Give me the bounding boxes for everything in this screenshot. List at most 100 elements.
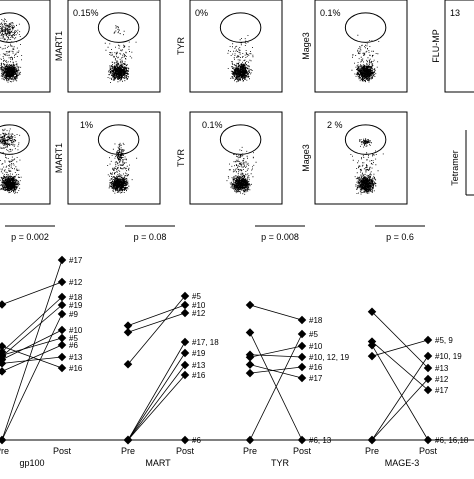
patient-label: #16: [192, 371, 206, 380]
patient-line: [249, 366, 303, 374]
panel-frame: [0, 0, 51, 93]
point: [57, 340, 67, 350]
point: [180, 337, 190, 347]
patient-label: #19: [69, 301, 83, 310]
patient-label: #10: [69, 326, 83, 335]
point: [180, 291, 190, 301]
patient-label: #12: [435, 375, 449, 384]
panel-frame: [67, 111, 161, 205]
percent-label: 0.15%: [73, 8, 99, 18]
patient-line: [249, 304, 303, 321]
gate: [0, 124, 30, 155]
tetramer-label: Tetramer: [450, 150, 460, 186]
axis-label: TYR: [176, 148, 186, 167]
point: [123, 321, 133, 330]
patient-label: #17, 18: [192, 338, 219, 347]
axis-label: TYR: [176, 36, 186, 55]
point: [297, 352, 307, 362]
patient-line: [371, 355, 429, 441]
point: [180, 308, 190, 318]
pre-label: Pre: [243, 446, 257, 456]
patient-line: [127, 364, 186, 441]
point: [367, 435, 377, 445]
flow-dots: [0, 18, 23, 83]
patient-label: #12: [192, 309, 206, 318]
point: [180, 348, 190, 358]
patient-label: #13: [435, 364, 449, 373]
point: [0, 367, 7, 376]
patient-label: #6, 16,18: [435, 436, 469, 445]
patient-label: #10, 19: [435, 352, 462, 361]
point: [180, 300, 190, 310]
patient-label: #17: [69, 256, 83, 265]
patient-line: [371, 341, 429, 391]
patient-label: #5: [309, 330, 318, 339]
group-name: gp100: [19, 458, 44, 468]
patient-line: [127, 312, 186, 333]
percent-label: 1%: [80, 120, 93, 130]
flow-dots: [0, 128, 22, 194]
pre-label: Pre: [121, 446, 135, 456]
flow-dots: [226, 146, 257, 195]
percent-label: 0.1%: [320, 8, 341, 18]
point: [57, 352, 67, 362]
panel-frame: [67, 0, 161, 93]
panel-frame: [0, 111, 51, 205]
patient-line: [127, 341, 186, 441]
patient-line: [127, 295, 186, 365]
patient-line: [249, 364, 303, 379]
axis-label: Mage3: [301, 144, 311, 172]
flow-dots: [227, 35, 254, 83]
patient-line: [371, 345, 429, 441]
patient-line: [371, 378, 429, 441]
patient-line: [1, 344, 63, 372]
p-value: p = 0.008: [261, 232, 299, 242]
patient-line: [1, 337, 63, 356]
patient-label: #10, 12, 19: [309, 353, 350, 362]
flow-dots: [351, 34, 380, 83]
patient-line: [127, 374, 186, 441]
patient-line: [371, 311, 429, 369]
gate: [344, 12, 387, 43]
patient-label: #12: [69, 278, 83, 287]
gate: [219, 12, 262, 43]
point: [423, 363, 433, 373]
p-value: p = 0.6: [386, 232, 414, 242]
patient-label: #16: [69, 364, 83, 373]
post-label: Post: [176, 446, 195, 456]
patient-line: [1, 313, 63, 441]
patient-label: #19: [192, 349, 206, 358]
gate: [97, 12, 140, 43]
point: [245, 435, 255, 445]
point: [423, 351, 433, 361]
point: [297, 362, 307, 372]
point: [57, 300, 67, 310]
panel-frame: [189, 111, 283, 205]
point: [423, 374, 433, 384]
point: [245, 328, 255, 337]
point: [245, 300, 255, 310]
point: [423, 335, 433, 345]
patient-line: [1, 281, 63, 305]
patient-label: #5, 9: [435, 336, 453, 345]
point: [367, 351, 377, 361]
post-label: Post: [53, 446, 72, 456]
patient-line: [249, 332, 303, 441]
point: [0, 351, 7, 360]
flow-dots: [350, 138, 384, 195]
percent-label: 0%: [195, 8, 208, 18]
p-value: p = 0.002: [11, 232, 49, 242]
panel-frame: [314, 0, 408, 93]
patient-label: #13: [192, 361, 206, 370]
gate: [97, 124, 140, 155]
post-label: Post: [293, 446, 312, 456]
point: [423, 385, 433, 395]
gate: [0, 12, 30, 43]
pre-label: Pre: [0, 446, 9, 456]
point: [245, 350, 255, 359]
axis-label: MART1: [54, 31, 64, 61]
point: [123, 359, 133, 369]
point: [0, 342, 7, 351]
point: [123, 328, 133, 337]
gate: [344, 124, 387, 155]
